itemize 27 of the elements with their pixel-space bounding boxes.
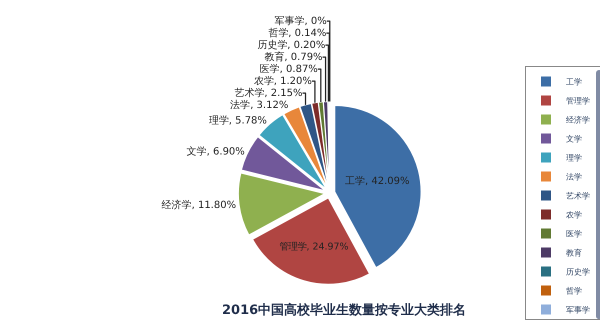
legend-label: 艺术学 [566,192,590,201]
legend-label: 军事学 [566,306,590,315]
legend-label: 教育 [566,248,582,258]
data-label: 经济学, 11.80% [162,198,236,211]
data-label: 医学, 0.87% [260,63,318,76]
legend-label: 管理学 [566,96,590,106]
legend-label: 法学 [566,172,582,182]
legend-label: 文学 [566,134,582,144]
data-label: 艺术学, 2.15% [234,87,303,100]
legend-label: 医学 [566,230,582,239]
data-label: 法学, 3.12% [230,99,288,112]
legend-label: 理学 [566,154,582,163]
data-label: 哲学, 0.14% [268,27,326,40]
text: 2016中国高校毕业生数量按专业大类排名 [222,302,466,318]
legend-label: 哲学 [566,286,582,296]
data-label: 工学, 42.09% [345,174,410,187]
data-label: 农学, 1.20% [254,75,312,88]
data-label: 管理学, 24.97% [279,241,349,252]
legend-label: 经济学 [566,116,590,125]
data-label: 历史学, 0.20% [257,39,326,52]
legend-label: 历史学 [566,268,590,277]
text: 军事学, 0% [274,16,327,28]
legend-label: 农学 [566,210,582,220]
data-label: 文学, 6.90% [186,145,245,158]
data-label: 教育, 0.79% [264,51,323,64]
data-label: 理学, 5.78% [208,114,267,126]
legend-label: 工学 [566,78,582,87]
